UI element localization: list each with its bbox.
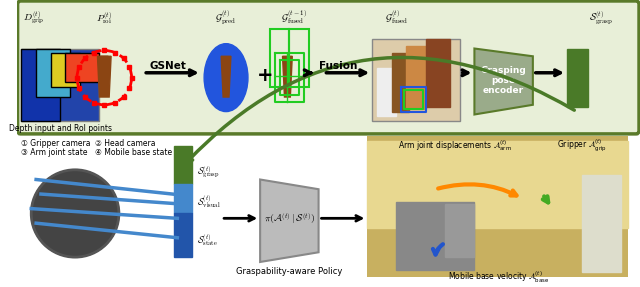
Text: $\mathcal{G}^{(t-1)}_{\mathrm{fused}}$: $\mathcal{G}^{(t-1)}_{\mathrm{fused}}$ xyxy=(281,10,307,26)
Text: ② Head camera: ② Head camera xyxy=(95,139,155,148)
Bar xyxy=(270,29,289,87)
Text: ① Gripper camera: ① Gripper camera xyxy=(22,139,91,148)
Bar xyxy=(175,184,192,214)
Bar xyxy=(175,146,192,184)
Circle shape xyxy=(31,170,119,257)
Text: GSNet: GSNet xyxy=(149,61,186,71)
Text: $\mathcal{G}^{(t)}_{\mathrm{fused}}$: $\mathcal{G}^{(t)}_{\mathrm{fused}}$ xyxy=(385,10,408,26)
Bar xyxy=(377,68,397,117)
Ellipse shape xyxy=(204,44,248,112)
Bar xyxy=(406,46,426,109)
Bar xyxy=(367,141,628,228)
Text: Mobile base velocity $\mathcal{A}^{(t)}_{\mathrm{base}}$: Mobile base velocity $\mathcal{A}^{(t)}_… xyxy=(448,270,549,285)
Polygon shape xyxy=(221,56,231,97)
Text: $\mathcal{S}^{(t)}_{\mathrm{visual}}$: $\mathcal{S}^{(t)}_{\mathrm{visual}}$ xyxy=(197,193,221,210)
FancyBboxPatch shape xyxy=(17,1,639,134)
Text: $\mathcal{S}^{(t)}_{\mathrm{grasp}}$: $\mathcal{S}^{(t)}_{\mathrm{grasp}}$ xyxy=(589,10,613,26)
FancyBboxPatch shape xyxy=(372,39,460,121)
Text: Fusion: Fusion xyxy=(319,61,357,71)
Text: $D^{(t)}_{\mathrm{grip}}$: $D^{(t)}_{\mathrm{grip}}$ xyxy=(24,10,45,26)
FancyBboxPatch shape xyxy=(36,49,70,97)
Text: $\pi(\mathcal{A}^{(t)} \mid \mathcal{S}^{(t)})$: $\pi(\mathcal{A}^{(t)} \mid \mathcal{S}^… xyxy=(264,211,315,226)
FancyBboxPatch shape xyxy=(65,53,99,82)
Bar xyxy=(175,214,192,257)
Bar xyxy=(426,39,450,107)
FancyBboxPatch shape xyxy=(51,53,80,87)
Text: $\mathcal{S}^{(t)}_{\mathrm{grasp}}$: $\mathcal{S}^{(t)}_{\mathrm{grasp}}$ xyxy=(197,165,220,181)
Polygon shape xyxy=(282,56,292,97)
Text: $\mathcal{G}^{(t)}_{\mathrm{pred}}$: $\mathcal{G}^{(t)}_{\mathrm{pred}}$ xyxy=(216,10,237,27)
Text: Grasping
pose
encoder: Grasping pose encoder xyxy=(481,66,527,96)
Text: $\mathcal{S}^{(t)}_{\mathrm{state}}$: $\mathcal{S}^{(t)}_{\mathrm{state}}$ xyxy=(197,232,218,248)
Polygon shape xyxy=(474,49,533,115)
Polygon shape xyxy=(100,56,108,63)
FancyBboxPatch shape xyxy=(567,49,588,107)
Text: Arm joint displacements $\mathcal{A}^{(t)}_{\mathrm{arm}}$: Arm joint displacements $\mathcal{A}^{(t… xyxy=(398,138,512,153)
Text: $P^{(t)}_{\mathrm{roi}}$: $P^{(t)}_{\mathrm{roi}}$ xyxy=(96,10,113,26)
FancyBboxPatch shape xyxy=(22,49,99,121)
Polygon shape xyxy=(97,56,111,97)
Text: Gripper $\mathcal{A}^{(t)}_{\mathrm{grip}}$: Gripper $\mathcal{A}^{(t)}_{\mathrm{grip… xyxy=(557,138,607,154)
FancyBboxPatch shape xyxy=(22,49,60,121)
Text: ③ Arm joint state: ③ Arm joint state xyxy=(22,148,88,158)
FancyBboxPatch shape xyxy=(367,136,628,277)
Text: Depth input and RoI points: Depth input and RoI points xyxy=(9,124,112,133)
Bar xyxy=(445,204,474,257)
Bar xyxy=(392,53,409,112)
Text: +: + xyxy=(257,66,273,85)
Text: ④ Mobile base state: ④ Mobile base state xyxy=(95,148,172,158)
Bar xyxy=(397,202,474,270)
Polygon shape xyxy=(260,179,319,262)
Bar xyxy=(582,175,621,272)
Bar xyxy=(289,29,309,87)
Text: Graspability-aware Policy: Graspability-aware Policy xyxy=(236,267,342,276)
